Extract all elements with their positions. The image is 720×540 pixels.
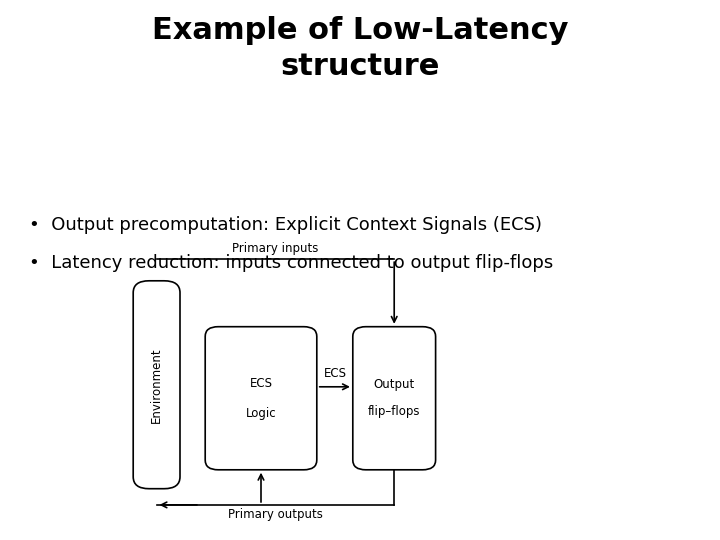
Text: flip–flops: flip–flops bbox=[368, 405, 420, 418]
Text: Logic: Logic bbox=[246, 407, 276, 420]
Text: •  Output precomputation: Explicit Context Signals (ECS): • Output precomputation: Explicit Contex… bbox=[29, 216, 541, 234]
Text: ECS: ECS bbox=[324, 367, 347, 380]
Text: Primary outputs: Primary outputs bbox=[228, 508, 323, 521]
FancyBboxPatch shape bbox=[353, 327, 436, 470]
FancyBboxPatch shape bbox=[205, 327, 317, 470]
Text: Environment: Environment bbox=[150, 347, 163, 423]
Text: Primary inputs: Primary inputs bbox=[233, 242, 318, 255]
Text: •  Latency reduction: inputs connected to output flip-flops: • Latency reduction: inputs connected to… bbox=[29, 254, 553, 272]
Text: ECS: ECS bbox=[250, 376, 272, 390]
Text: Example of Low-Latency
structure: Example of Low-Latency structure bbox=[152, 16, 568, 81]
Text: Output: Output bbox=[374, 378, 415, 392]
FancyBboxPatch shape bbox=[133, 281, 180, 489]
